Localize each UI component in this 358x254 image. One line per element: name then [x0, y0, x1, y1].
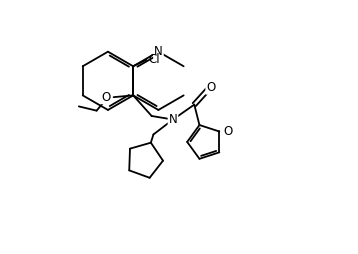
Text: O: O: [102, 91, 111, 104]
Text: O: O: [223, 125, 233, 138]
Text: N: N: [154, 45, 163, 58]
Text: N: N: [169, 113, 177, 126]
Text: O: O: [206, 81, 215, 94]
Text: Cl: Cl: [149, 53, 160, 66]
